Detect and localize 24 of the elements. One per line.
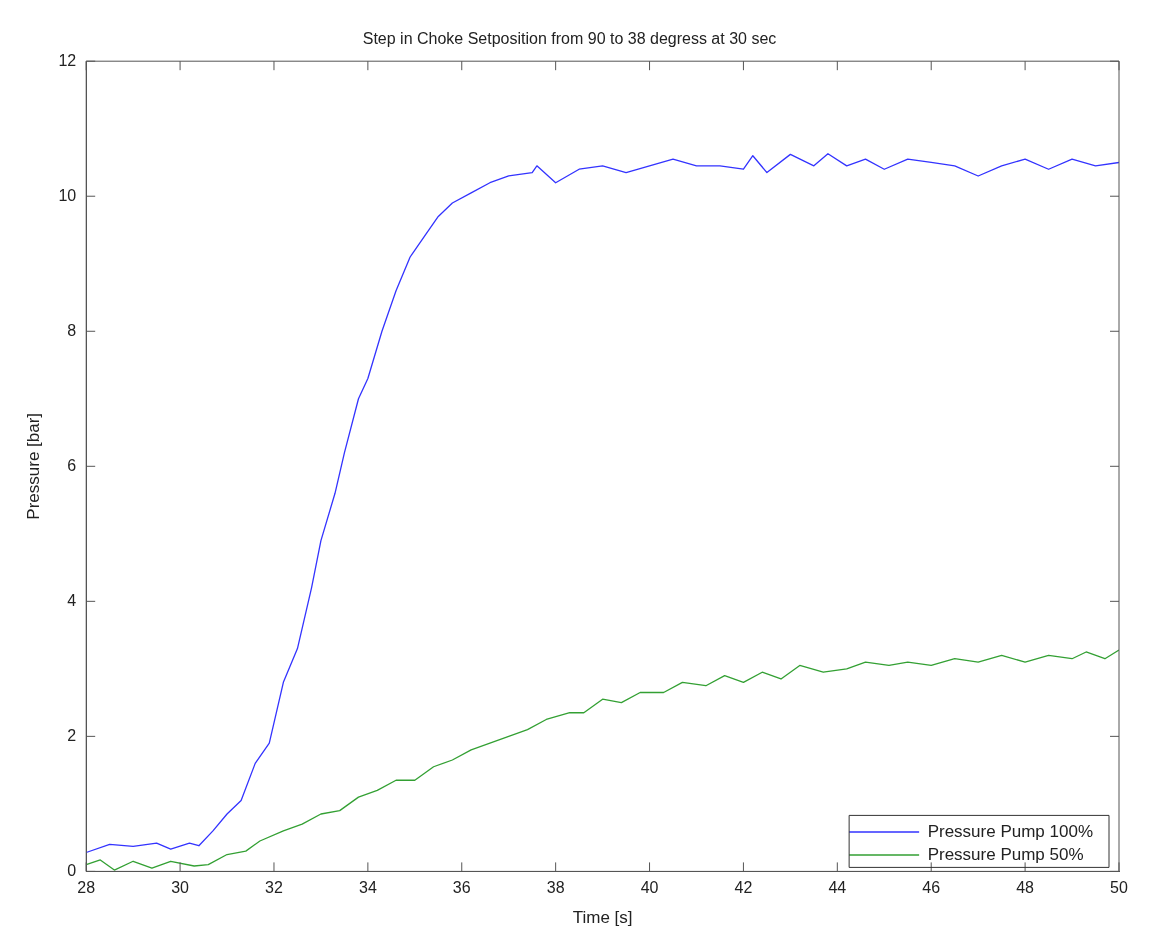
y-tick-label: 6 [67,456,77,474]
x-tick-label: 48 [1016,879,1035,897]
y-tick-label: 12 [58,51,77,69]
y-tick-label: 10 [58,186,77,204]
x-tick-label: 46 [922,879,941,897]
y-tick-label: 0 [67,861,77,879]
x-tick-label: 34 [358,879,377,897]
x-tick-label: 38 [546,879,565,897]
legend-label: Pressure Pump 50% [927,844,1084,864]
x-tick-label: 44 [828,879,847,897]
x-tick-label: 30 [171,879,190,897]
x-tick-label: 42 [734,879,753,897]
y-axis-title: Pressure [bar] [23,412,43,520]
x-tick-label: 28 [77,879,96,897]
y-tick-label: 8 [67,321,77,339]
y-tick-label: 2 [67,726,77,744]
x-tick-label: 40 [640,879,659,897]
x-tick-label: 50 [1110,879,1128,897]
legend-label: Pressure Pump 100% [927,821,1094,841]
x-tick-label: 36 [452,879,471,897]
x-tick-label: 32 [265,879,283,897]
chart-title: Step in Choke Setposition from 90 to 38 degress at 30 sec [362,30,777,48]
y-tick-label: 4 [67,591,77,609]
x-axis-title: Time [s] [572,908,633,928]
